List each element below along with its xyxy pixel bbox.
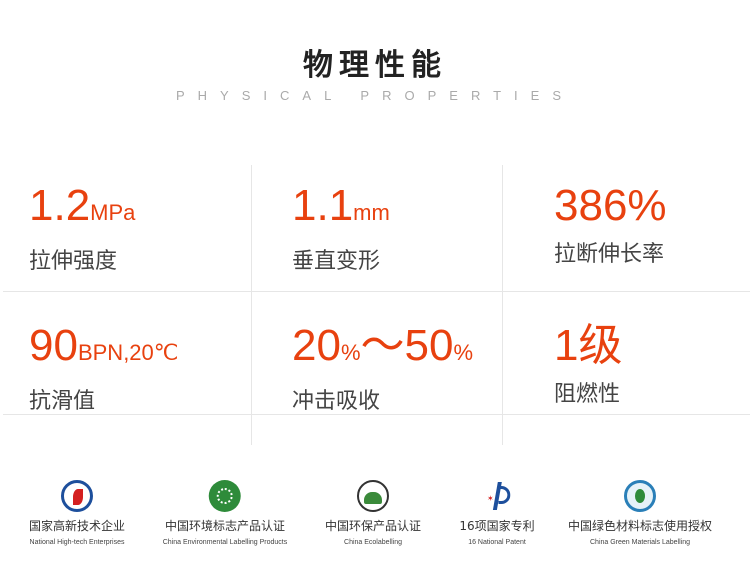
property-value: 1级 [554,321,623,370]
divider [502,165,503,445]
property-label: 拉断伸长率 [554,242,665,267]
divider [3,291,750,292]
certification-green-materials: 中国绿色材料标志使用授权 China Green Materials Label… [568,480,712,546]
property-value: 90 [29,321,78,370]
certification-name: 中国环境标志产品认证 [164,519,285,533]
certification-ecolabel: 中国环保产品认证 China Ecolabelling [325,480,421,546]
green-materials-logo-icon [623,480,656,512]
certification-patent: ✶ 16项国家专利 16 National Patent [459,480,535,546]
property-value: 1.2 [29,181,91,230]
property-flame-retardancy: 1级 阻燃性 [554,324,622,408]
property-label: 冲击吸收 [292,389,381,414]
property-value: 386% [554,181,667,230]
page-subtitle: PHYSICAL PROPERTIES [176,88,574,103]
certification-name-en: 16 National Patent [468,539,526,546]
certification-name: 中国绿色材料标志使用授权 [567,519,713,533]
property-unit: BPN,20℃ [77,340,179,365]
patent-logo-icon: ✶ [481,480,513,512]
certification-name-en: National High-tech Enterprises [29,539,125,546]
property-label: 抗滑值 [29,389,96,414]
property-label: 阻燃性 [554,382,621,407]
property-unit: % [453,340,474,365]
property-label: 拉伸强度 [29,249,118,274]
certification-high-tech: 国家高新技术企业 National High-tech Enterprises [29,480,125,546]
property-elongation: 386% 拉断伸长率 [554,184,667,268]
property-value: 20 [292,321,341,370]
certification-name: 国家高新技术企业 [28,519,126,533]
certification-name: 中国环保产品认证 [324,519,422,533]
property-vertical-deformation: 1.1mm 垂直变形 [292,184,390,275]
property-label: 垂直变形 [292,249,381,274]
property-unit: % [340,340,361,365]
property-value-max: ～50 [360,321,454,370]
property-unit: MPa [90,200,136,225]
page-title: 物理性能 [303,48,447,83]
ecolabel-logo-icon [356,480,389,512]
environmental-label-logo-icon [209,480,241,512]
property-impact-absorption: 20%～50% 冲击吸收 [292,324,473,415]
divider [3,414,750,415]
certification-environmental: 中国环境标志产品认证 China Environmental Labelling… [162,480,288,546]
certification-name-en: China Ecolabelling [344,539,402,546]
high-tech-enterprise-logo-icon [60,480,93,512]
certification-name-en: China Environmental Labelling Products [162,539,288,546]
certification-name: 16项国家专利 [459,519,535,533]
divider [251,165,252,445]
property-slip-resistance: 90BPN,20℃ 抗滑值 [29,324,178,415]
property-tensile-strength: 1.2MPa 拉伸强度 [29,184,135,275]
property-value: 1.1 [292,181,354,230]
property-unit: mm [353,200,390,225]
certification-name-en: China Green Materials Labelling [589,539,690,546]
